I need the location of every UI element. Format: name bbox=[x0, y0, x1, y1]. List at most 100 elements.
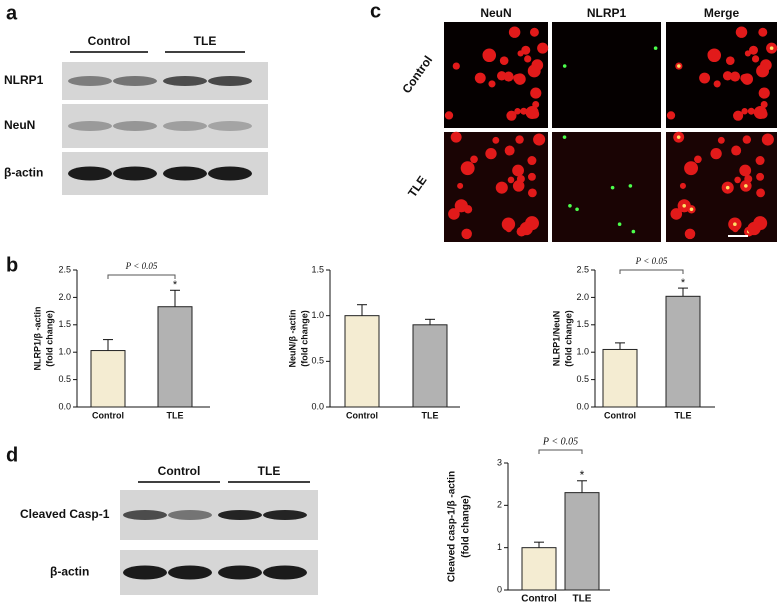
x-tick-label: Control bbox=[521, 594, 557, 604]
y-tick-label: 2 bbox=[497, 500, 502, 510]
bar bbox=[521, 547, 557, 591]
blot-band bbox=[218, 510, 262, 520]
y-tick-label: 0.0 bbox=[58, 401, 71, 411]
significance-bracket bbox=[538, 449, 583, 454]
neuron bbox=[744, 174, 753, 183]
y-tick-label: 1 bbox=[497, 542, 502, 552]
blot-band bbox=[208, 121, 252, 131]
nlrp1-spot bbox=[575, 207, 579, 212]
panel-label: b bbox=[6, 254, 18, 276]
column-header: NeuN bbox=[480, 6, 511, 20]
neuron bbox=[524, 55, 532, 63]
significance-star: * bbox=[173, 279, 178, 291]
bar bbox=[344, 315, 380, 408]
bar bbox=[602, 348, 638, 408]
y-axis-label: NLRP1/β -actin bbox=[32, 306, 42, 370]
neuron bbox=[499, 56, 509, 65]
y-tick-label: 2.5 bbox=[58, 264, 71, 274]
significance-star: * bbox=[580, 468, 585, 482]
group-label: Control bbox=[88, 34, 131, 48]
neuron bbox=[537, 42, 549, 54]
neuron bbox=[713, 80, 721, 88]
neuron bbox=[485, 147, 497, 160]
neuron bbox=[512, 180, 525, 192]
bar bbox=[564, 492, 600, 591]
neuron bbox=[470, 155, 478, 164]
panel-label: c bbox=[370, 0, 381, 22]
neuron bbox=[444, 111, 454, 120]
neuron bbox=[717, 136, 725, 144]
neuron bbox=[744, 50, 751, 57]
y-axis-label: (fold change) bbox=[299, 310, 309, 367]
y-axis-label: NLRP1/NeuN bbox=[551, 311, 561, 367]
neuron bbox=[531, 59, 544, 71]
blot-band bbox=[123, 565, 167, 580]
group-label: TLE bbox=[258, 464, 281, 478]
row-label: Cleaved Casp-1 bbox=[20, 507, 110, 521]
y-tick-label: 1.5 bbox=[576, 319, 589, 329]
significance-label: P < 0.05 bbox=[125, 261, 158, 271]
neuron bbox=[508, 26, 521, 38]
neuron bbox=[516, 174, 525, 183]
column-header: NLRP1 bbox=[587, 6, 627, 20]
row-label: NLRP1 bbox=[4, 73, 44, 87]
blot-band bbox=[113, 166, 157, 181]
neuron bbox=[519, 221, 533, 236]
significance-label: P < 0.05 bbox=[542, 436, 578, 447]
neuron bbox=[517, 50, 524, 57]
nlrp1-spot bbox=[689, 207, 694, 212]
neuron bbox=[760, 59, 772, 71]
neuron bbox=[512, 164, 524, 177]
neuron bbox=[751, 55, 760, 63]
neuron bbox=[520, 107, 528, 115]
nlrp1-spot bbox=[562, 135, 567, 139]
nlrp1-spot bbox=[631, 229, 636, 234]
neuron bbox=[525, 105, 539, 120]
blot-band bbox=[163, 76, 207, 86]
neuron bbox=[699, 72, 711, 84]
neuron bbox=[722, 71, 733, 81]
row-label: TLE bbox=[405, 173, 429, 200]
y-axis-label: (fold change) bbox=[461, 495, 472, 558]
blot-band bbox=[163, 166, 207, 181]
neuron bbox=[679, 182, 686, 189]
neuron bbox=[707, 49, 717, 59]
y-tick-label: 1.5 bbox=[311, 264, 324, 274]
neuron bbox=[734, 176, 741, 184]
blot-band bbox=[218, 565, 262, 580]
x-tick-label: Control bbox=[346, 410, 378, 420]
column-header: Merge bbox=[704, 6, 740, 20]
neuron bbox=[504, 145, 515, 156]
neuron bbox=[501, 217, 516, 231]
neuron bbox=[741, 108, 748, 115]
neuron bbox=[507, 176, 515, 184]
blot-band bbox=[123, 510, 167, 520]
nlrp1-spot bbox=[653, 46, 658, 50]
neuron bbox=[684, 161, 699, 176]
neuron bbox=[725, 56, 735, 65]
row-label: β-actin bbox=[50, 565, 89, 579]
nlrp1-spot bbox=[568, 203, 572, 208]
group-label: Control bbox=[158, 464, 201, 478]
y-tick-label: 0.5 bbox=[58, 374, 71, 384]
neuron bbox=[666, 111, 676, 120]
y-tick-label: 2.0 bbox=[576, 292, 589, 302]
y-tick-label: 1.0 bbox=[311, 310, 324, 320]
nlrp1-spot bbox=[744, 184, 748, 188]
neuron bbox=[755, 156, 765, 166]
neuron bbox=[758, 87, 770, 99]
panel-label: a bbox=[6, 2, 18, 24]
neuron bbox=[515, 135, 524, 144]
neuron bbox=[482, 49, 492, 59]
bar bbox=[412, 324, 448, 408]
bar bbox=[157, 306, 193, 408]
neuron bbox=[452, 62, 460, 70]
neuron bbox=[530, 87, 542, 99]
neuron bbox=[506, 110, 517, 121]
neuron bbox=[730, 71, 741, 82]
neuron bbox=[742, 135, 752, 144]
blot-strip bbox=[62, 104, 268, 148]
nlrp1-spot bbox=[725, 185, 730, 190]
significance-bracket bbox=[619, 269, 684, 274]
